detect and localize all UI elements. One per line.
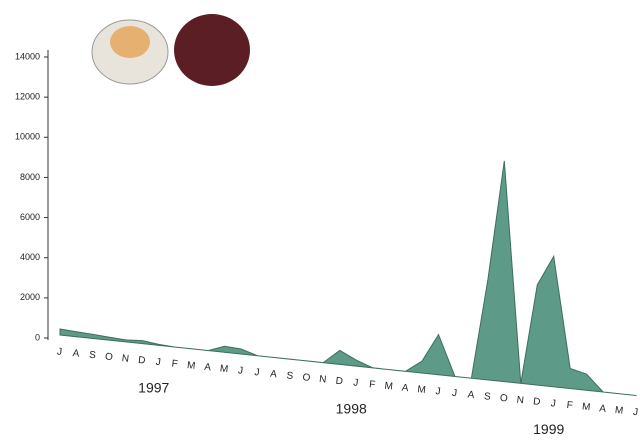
x-tick-label: A xyxy=(401,383,410,395)
x-tick-label: S xyxy=(286,370,295,382)
x-tick-label: A xyxy=(72,348,81,360)
x-tick-label: A xyxy=(270,369,279,381)
y-tick-label: 2000 xyxy=(20,292,40,302)
x-tick-label: A xyxy=(599,403,608,415)
x-tick-label: M xyxy=(417,384,427,396)
x-tick-label: D xyxy=(335,376,344,388)
x-tick-label: J xyxy=(353,377,360,389)
x-tick-label: O xyxy=(499,393,509,405)
x-tick-label: J xyxy=(550,398,557,410)
year-label: 1998 xyxy=(336,400,367,416)
x-tick-label: M xyxy=(614,405,624,417)
x-tick-label: S xyxy=(89,350,98,362)
scallop-closed xyxy=(174,14,250,86)
x-tick-label: A xyxy=(204,362,213,374)
y-tick-label: 12000 xyxy=(15,92,40,102)
x-tick-label: M xyxy=(186,360,196,372)
x-tick-label: A xyxy=(467,389,476,401)
x-tick-label: M xyxy=(384,381,394,393)
x-tick-label: J xyxy=(237,365,244,377)
x-tick-label: J xyxy=(632,407,639,419)
x-tick-label: J xyxy=(56,346,63,358)
x-tick-label: F xyxy=(369,379,377,391)
x-tick-label: F xyxy=(171,358,179,370)
x-tick-label: N xyxy=(319,374,328,386)
y-tick-label: 10000 xyxy=(15,132,40,142)
x-tick-label: O xyxy=(104,351,114,363)
scallop-meat xyxy=(110,26,150,58)
x-tick-label: N xyxy=(121,353,130,365)
x-tick-label: J xyxy=(155,357,162,369)
x-tick-label: J xyxy=(435,386,442,398)
y-tick-label: 8000 xyxy=(20,172,40,182)
y-tick-label: 14000 xyxy=(15,51,40,61)
year-label: 1997 xyxy=(138,380,169,396)
x-tick-label: J xyxy=(451,388,458,400)
x-tick-label: F xyxy=(566,400,574,412)
x-tick-label: J xyxy=(254,367,261,379)
year-label: 1999 xyxy=(533,421,564,437)
area xyxy=(59,160,637,397)
x-tick-label: N xyxy=(516,395,525,407)
x-tick-label: D xyxy=(138,355,147,367)
y-tick-label: 4000 xyxy=(20,252,40,262)
x-tick-label: D xyxy=(533,396,542,408)
scallop-images xyxy=(91,14,250,86)
y-tick-label: 0 xyxy=(35,332,40,342)
x-tick-label: S xyxy=(483,391,492,403)
y-tick-label: 6000 xyxy=(20,212,40,222)
x-tick-label: O xyxy=(302,372,312,384)
x-tick-label: M xyxy=(581,401,591,413)
x-tick-label: M xyxy=(219,363,229,375)
